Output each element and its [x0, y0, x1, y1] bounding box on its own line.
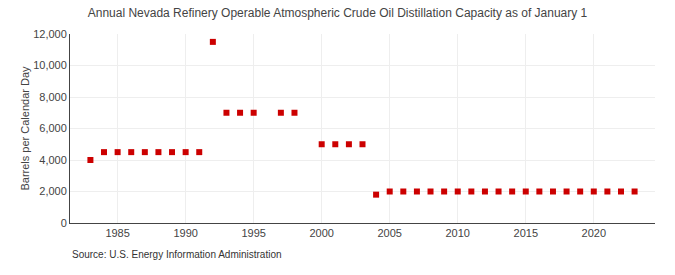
svg-text:Source: U.S. Energy Informatio: Source: U.S. Energy Information Administ…: [72, 249, 282, 260]
svg-text:1990: 1990: [173, 227, 197, 239]
svg-text:8,000: 8,000: [39, 91, 67, 103]
svg-text:12,000: 12,000: [33, 28, 67, 40]
svg-text:Annual Nevada Refinery Operabl: Annual Nevada Refinery Operable Atmosphe…: [88, 6, 588, 20]
svg-text:4,000: 4,000: [39, 154, 67, 166]
svg-text:0: 0: [61, 217, 67, 229]
svg-text:2005: 2005: [377, 227, 401, 239]
svg-text:6,000: 6,000: [39, 122, 67, 134]
svg-text:2010: 2010: [445, 227, 469, 239]
svg-text:10,000: 10,000: [33, 59, 67, 71]
svg-text:1985: 1985: [105, 227, 129, 239]
svg-text:2,000: 2,000: [39, 185, 67, 197]
svg-text:Barrels per Calendar Day: Barrels per Calendar Day: [19, 66, 31, 191]
svg-text:2020: 2020: [582, 227, 606, 239]
svg-text:1995: 1995: [241, 227, 265, 239]
svg-text:2000: 2000: [309, 227, 333, 239]
svg-text:2015: 2015: [514, 227, 538, 239]
